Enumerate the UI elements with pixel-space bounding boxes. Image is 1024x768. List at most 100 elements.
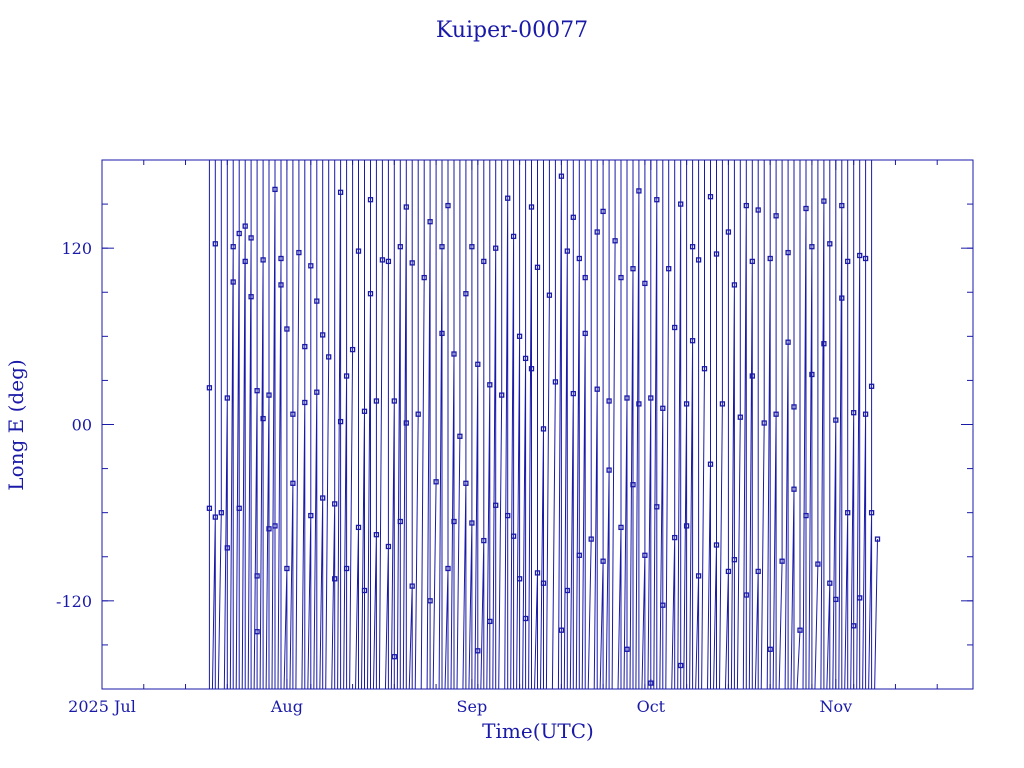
data-point: [230, 244, 236, 250]
y-axis-label: Long E (deg): [4, 359, 28, 490]
data-point: [833, 417, 839, 423]
data-point: [487, 618, 493, 625]
data-point: [624, 395, 630, 401]
data-point: [296, 249, 302, 256]
data-point: [851, 623, 857, 629]
data-point: [481, 258, 487, 265]
data-point: [320, 332, 326, 338]
data-point: [654, 504, 660, 510]
data-point: [212, 514, 218, 520]
data-point: [337, 189, 344, 195]
data-point: [803, 205, 809, 212]
data-point: [439, 244, 445, 250]
x-tick-label: Sep: [457, 697, 488, 716]
data-point: [576, 552, 582, 558]
data-point: [343, 565, 350, 572]
data-point: [868, 383, 875, 389]
data-point: [212, 241, 218, 247]
data-point: [373, 398, 380, 404]
data-point: [845, 510, 851, 516]
chart-title: Kuiper-00077: [436, 18, 588, 43]
data-point: [582, 330, 588, 337]
data-point: [397, 518, 403, 525]
data-point: [445, 202, 451, 209]
data-point: [343, 373, 350, 379]
data-point: [839, 295, 845, 301]
data-point: [522, 355, 529, 362]
data-point: [767, 646, 773, 652]
data-point: [355, 524, 362, 531]
series-line-0: [208, 160, 878, 689]
data-point: [713, 542, 720, 548]
data-point: [475, 648, 481, 654]
data-point: [767, 255, 773, 262]
data-point: [254, 629, 260, 635]
data-point: [862, 411, 869, 417]
y-tick-label: 00: [72, 416, 92, 435]
data-point: [803, 512, 809, 519]
data-point: [785, 249, 791, 256]
data-point: [361, 408, 368, 414]
x-axis-label: Time(UTC): [482, 719, 594, 743]
data-point: [874, 536, 881, 542]
data-point: [725, 229, 732, 235]
data-point: [230, 279, 236, 285]
data-point: [522, 615, 529, 622]
data-point: [224, 545, 230, 551]
data-point: [821, 198, 827, 204]
data-point: [463, 291, 469, 297]
data-point: [385, 543, 392, 550]
data-point: [612, 238, 618, 244]
data-point: [433, 479, 439, 485]
data-point: [773, 213, 779, 219]
data-point: [654, 197, 660, 203]
data-point: [683, 523, 690, 529]
data-point: [725, 568, 732, 575]
data-point: [534, 264, 541, 270]
data-point: [600, 208, 606, 215]
data-point: [707, 194, 714, 200]
data-point: [469, 244, 475, 250]
data-point: [868, 510, 875, 516]
data-point: [326, 354, 332, 360]
data-point: [558, 173, 565, 179]
data-point: [576, 255, 582, 262]
data-point: [582, 274, 588, 281]
data-point: [403, 204, 409, 210]
data-point: [773, 411, 779, 417]
data-point: [636, 188, 642, 194]
data-point: [332, 576, 338, 582]
data-point: [594, 229, 600, 235]
data-point: [570, 214, 576, 220]
data-point: [534, 570, 541, 576]
data-point: [695, 257, 702, 263]
data-point: [379, 257, 386, 263]
data-point: [218, 510, 224, 516]
data-point: [355, 248, 362, 254]
data-point: [588, 536, 594, 542]
data-point: [266, 392, 272, 398]
data-point: [248, 294, 254, 300]
data-point: [242, 258, 248, 265]
data-point: [618, 524, 624, 531]
x-tick-label: Oct: [637, 697, 666, 716]
data-point: [707, 461, 714, 467]
data-point: [415, 411, 421, 417]
data-point: [672, 534, 678, 541]
data-point: [284, 326, 290, 332]
data-point: [713, 251, 720, 257]
data-point: [421, 274, 427, 281]
data-point: [570, 390, 576, 397]
data-point: [642, 552, 648, 558]
data-point: [839, 202, 845, 209]
data-point: [648, 395, 654, 401]
data-point: [493, 245, 499, 251]
data-point: [821, 341, 827, 347]
data-point: [809, 244, 815, 250]
data-point: [320, 495, 326, 501]
data-point: [409, 583, 415, 589]
data-point: [845, 258, 851, 265]
data-point: [451, 518, 457, 525]
data-point: [749, 373, 755, 379]
data-point: [833, 596, 839, 603]
